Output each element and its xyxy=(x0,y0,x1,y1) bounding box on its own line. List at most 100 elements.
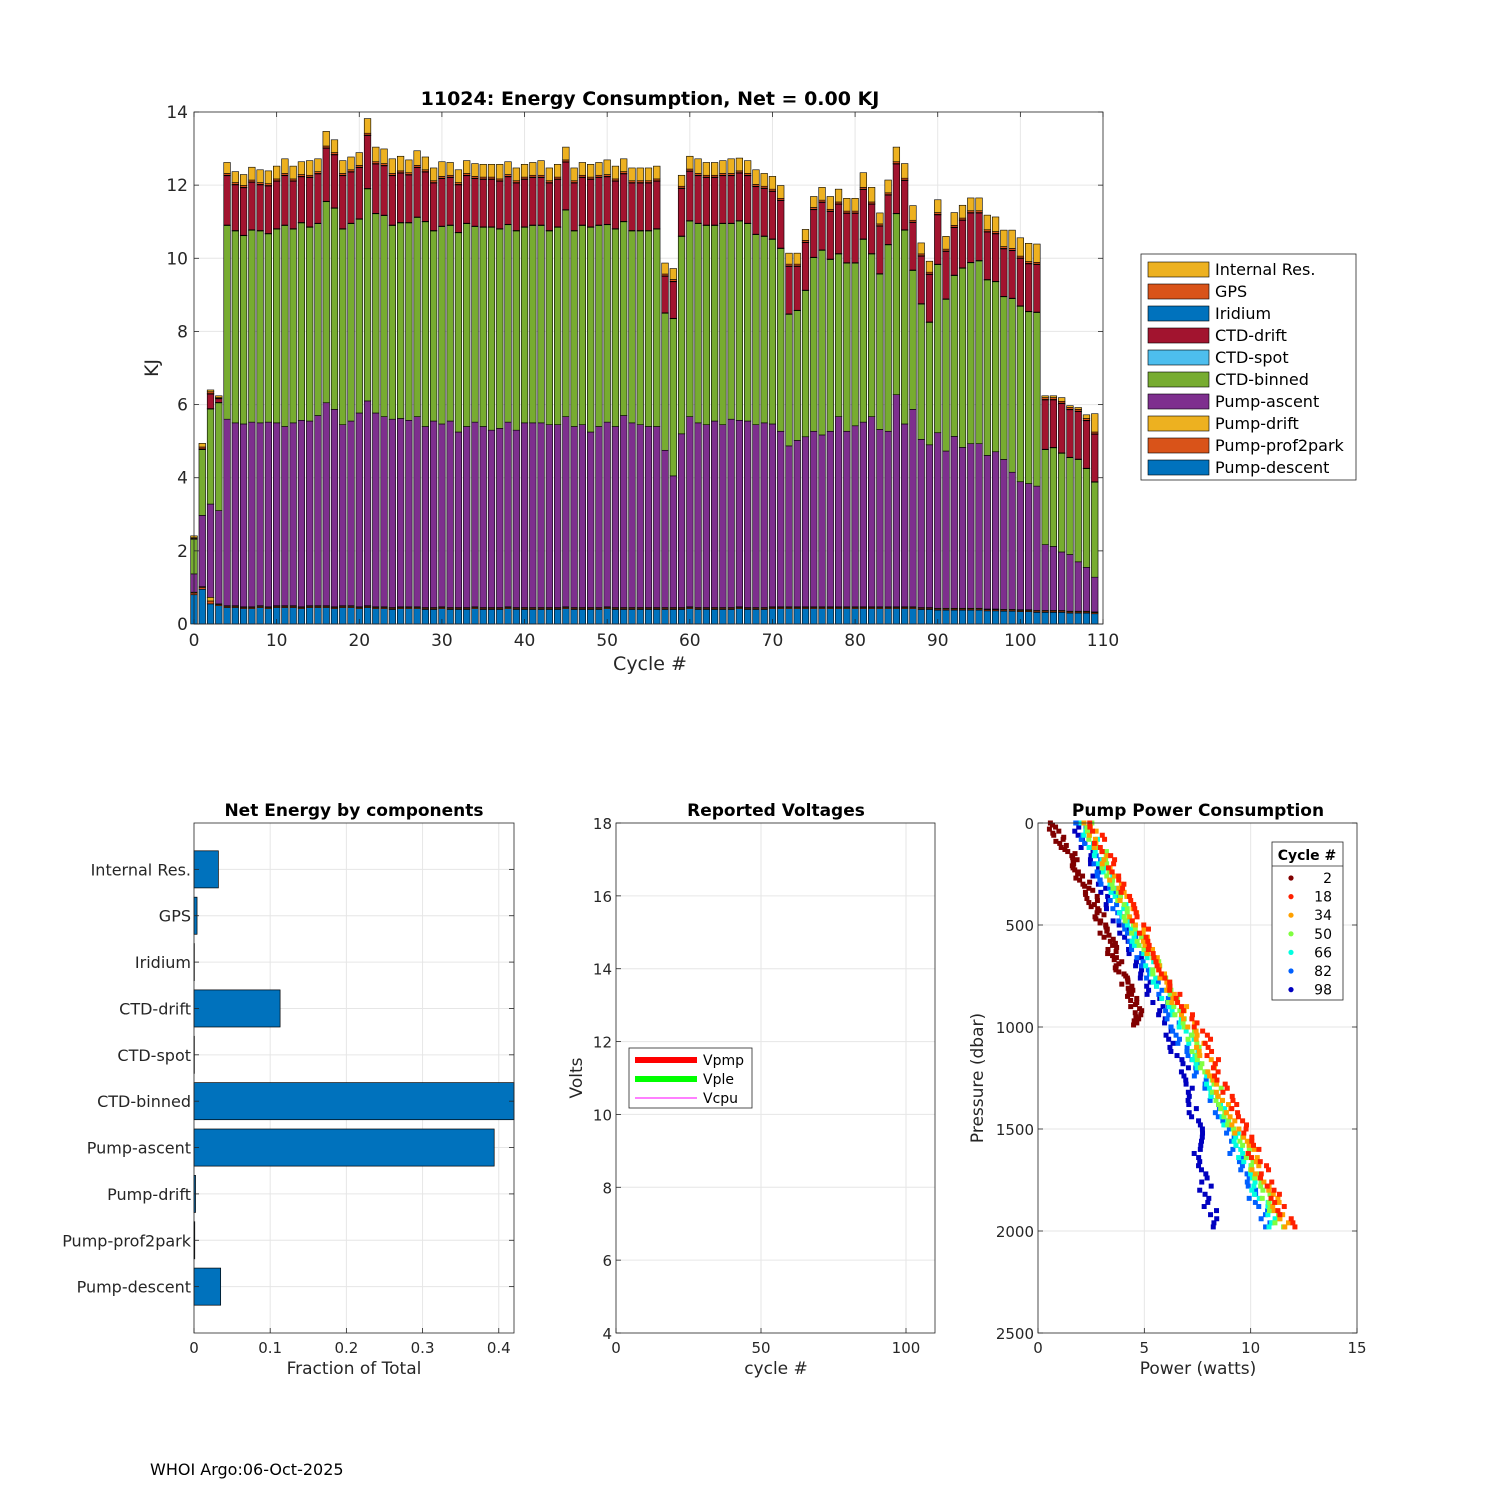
bar-segment xyxy=(711,162,719,176)
legend-label: Vpmp xyxy=(703,1053,744,1069)
legend-swatch xyxy=(1147,437,1210,454)
scatter-point xyxy=(1240,1155,1246,1161)
bar-segment xyxy=(868,253,876,417)
scatter-point xyxy=(1263,1224,1269,1230)
bar-segment xyxy=(529,609,537,625)
scatter-point xyxy=(1137,975,1143,981)
bar-segment xyxy=(330,139,339,153)
scatter-point xyxy=(1076,824,1082,830)
scatter-point xyxy=(1112,940,1118,946)
scatter-point xyxy=(1132,1010,1138,1016)
bar-segment xyxy=(471,226,479,423)
x-tick-label: 0.2 xyxy=(334,1339,358,1357)
bar-segment xyxy=(405,222,413,421)
scatter-point xyxy=(1244,1171,1250,1177)
scatter-point xyxy=(1143,934,1149,940)
scatter-point xyxy=(1121,914,1127,920)
scatter-point xyxy=(1103,885,1109,891)
component-bar xyxy=(193,1128,495,1167)
bar-segment xyxy=(215,398,223,403)
bar-segment xyxy=(545,424,553,608)
scatter-point xyxy=(1196,1163,1202,1169)
bar-segment xyxy=(562,161,570,210)
bar-segment xyxy=(430,609,438,625)
scatter-point xyxy=(1236,1155,1242,1161)
bar-segment xyxy=(223,607,231,625)
bar-segment xyxy=(661,275,669,314)
bar-segment xyxy=(206,408,215,505)
bar-segment xyxy=(421,426,429,608)
bar-segment xyxy=(826,430,834,608)
scatter-point xyxy=(1162,971,1167,977)
scatter-point xyxy=(1168,1024,1174,1030)
scatter-point xyxy=(1226,1118,1232,1124)
scatter-point xyxy=(1270,1191,1276,1197)
scatter-point xyxy=(1133,963,1139,969)
scatter-point xyxy=(1131,1022,1137,1028)
bar-segment xyxy=(694,609,702,625)
bar-segment xyxy=(967,262,975,445)
bar-segment xyxy=(198,443,206,448)
bar-segment xyxy=(1082,420,1091,469)
bar-segment xyxy=(223,175,231,226)
scatter-point xyxy=(1240,1150,1246,1156)
scatter-point xyxy=(1212,1110,1218,1116)
bar-segment xyxy=(636,230,644,425)
bar-segment xyxy=(768,191,777,240)
bar-segment xyxy=(1049,611,1058,625)
bar-segment xyxy=(752,186,760,235)
net-energy-components-chart: 0 0.1 0.2 0.3 0.4 Internal Res. GPS Iridium CTD-… xyxy=(62,801,515,1379)
scatter-point xyxy=(1249,1187,1255,1193)
scatter-point xyxy=(1232,1118,1238,1124)
bar-segment xyxy=(322,131,330,147)
bar-segment xyxy=(1041,544,1049,611)
bar-segment xyxy=(595,609,603,625)
scatter-point xyxy=(1116,885,1122,891)
bar-segment xyxy=(529,225,537,424)
scatter-point xyxy=(1129,991,1135,997)
scatter-point xyxy=(1256,1163,1262,1169)
scatter-point xyxy=(1104,873,1110,879)
bar-segment xyxy=(843,262,851,432)
x-tick-label: 90 xyxy=(927,631,949,651)
scatter-point xyxy=(1207,1097,1213,1103)
bar-segment xyxy=(578,225,586,425)
bar-segment xyxy=(1091,413,1099,433)
bar-segment xyxy=(281,225,289,427)
scatter-point xyxy=(1209,1089,1215,1095)
scatter-point xyxy=(1197,1065,1203,1071)
scatter-point xyxy=(1131,934,1137,940)
bar-segment xyxy=(810,608,818,625)
scatter-point xyxy=(1139,967,1145,973)
bar-segment xyxy=(463,609,471,625)
scatter-point xyxy=(1231,1126,1237,1132)
scatter-point xyxy=(1196,1044,1202,1050)
scatter-point xyxy=(1261,1179,1267,1185)
bar-segment xyxy=(239,174,248,186)
bar-segment xyxy=(636,609,644,625)
scatter-point xyxy=(1256,1195,1262,1201)
scatter-point xyxy=(1082,840,1088,846)
bar-segment xyxy=(273,422,281,607)
scatter-point xyxy=(1139,1008,1145,1014)
scatter-point xyxy=(1179,1057,1185,1063)
bar-segment xyxy=(421,609,429,625)
scatter-point xyxy=(1190,1057,1196,1063)
bar-segment xyxy=(231,171,239,183)
scatter-point xyxy=(1060,836,1066,842)
bar-segment xyxy=(975,197,983,212)
scatter-point xyxy=(1167,1044,1173,1050)
bar-segment xyxy=(909,270,917,410)
scatter-point xyxy=(1086,844,1092,850)
scatter-point xyxy=(1150,979,1156,985)
scatter-point xyxy=(1133,910,1139,916)
bar-segment xyxy=(487,429,496,608)
scatter-point xyxy=(1116,873,1122,879)
scatter-point xyxy=(1150,951,1156,957)
scatter-point xyxy=(1170,1040,1176,1046)
scatter-point xyxy=(1116,918,1122,924)
component-bar xyxy=(193,1082,515,1121)
bar-segment xyxy=(512,429,520,608)
bar-segment xyxy=(711,225,719,422)
legend-marker xyxy=(1288,987,1294,993)
